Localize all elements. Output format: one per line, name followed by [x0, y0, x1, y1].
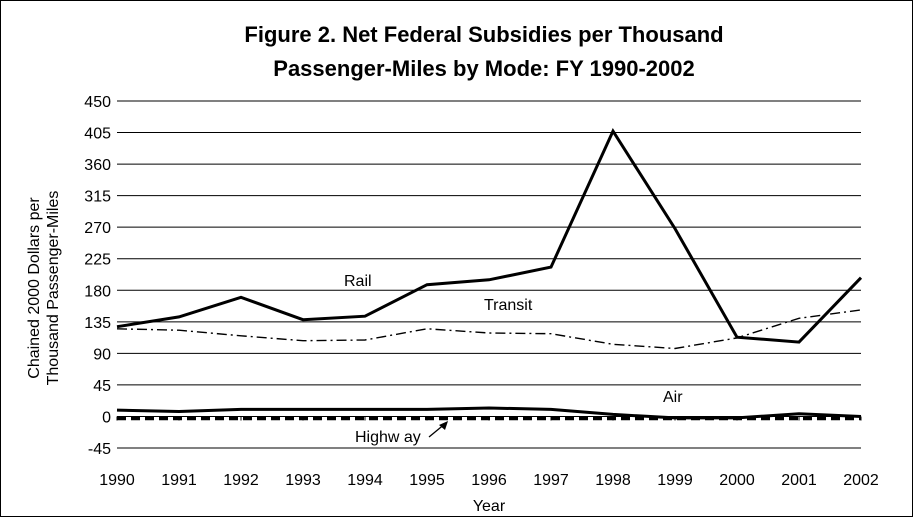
x-tick-label: 1999	[657, 472, 693, 489]
x-tick-label: 1994	[347, 472, 383, 489]
y-tick-label: -45	[88, 441, 111, 458]
x-tick-label: 1998	[595, 472, 631, 489]
grid-lines	[117, 100, 861, 449]
series-label-rail: Rail	[344, 273, 372, 290]
x-tick-label: 1996	[471, 472, 507, 489]
chart-title-line-2: Passenger-Miles by Mode: FY 1990-2002	[273, 56, 694, 81]
highway-label-arrow	[428, 421, 448, 438]
y-tick-label: 360	[84, 157, 111, 174]
y-tick-label: 315	[84, 189, 111, 206]
chart-title-line-1: Figure 2. Net Federal Subsidies per Thou…	[244, 22, 723, 47]
y-tick-label: 90	[93, 346, 111, 363]
y-tick-label: 270	[84, 220, 111, 237]
x-tick-label: 2000	[719, 472, 755, 489]
x-tick-label: 2001	[781, 472, 817, 489]
x-tick-label: 1995	[409, 472, 445, 489]
x-tick-label: 1990	[99, 472, 135, 489]
y-tick-label: 450	[84, 94, 111, 111]
x-tick-label: 1991	[161, 472, 197, 489]
series-label-transit: Transit	[484, 297, 533, 314]
x-tick-label: 2002	[843, 472, 879, 489]
x-tick-label: 1992	[223, 472, 259, 489]
y-tick-label: 45	[93, 378, 111, 395]
x-axis-title: Year	[473, 498, 506, 515]
series-label-highway: Highw ay	[355, 429, 421, 446]
x-tick-label: 1993	[285, 472, 321, 489]
y-tick-label: 405	[84, 126, 111, 143]
y-tick-label: 135	[84, 315, 111, 332]
y-tick-label: 0	[102, 409, 111, 426]
y-tick-label: 225	[84, 252, 111, 269]
series-label-air: Air	[663, 389, 683, 406]
x-tick-label: 1997	[533, 472, 569, 489]
series-lines	[116, 127, 863, 421]
y-axis-title-line-2: Thousand Passenger-Miles	[45, 191, 62, 386]
y-axis-title-line-1: Chained 2000 Dollars per	[26, 197, 43, 379]
y-tick-label: 180	[84, 283, 111, 300]
x-tick-labels: 1990 1991 1992 1993 1994 1995 1996 1997 1998 1999…	[99, 472, 879, 489]
y-tick-labels: -45 0 45 90 135 180 225 270 315 360 405 450	[84, 94, 111, 458]
series-line-transit	[116, 309, 862, 350]
